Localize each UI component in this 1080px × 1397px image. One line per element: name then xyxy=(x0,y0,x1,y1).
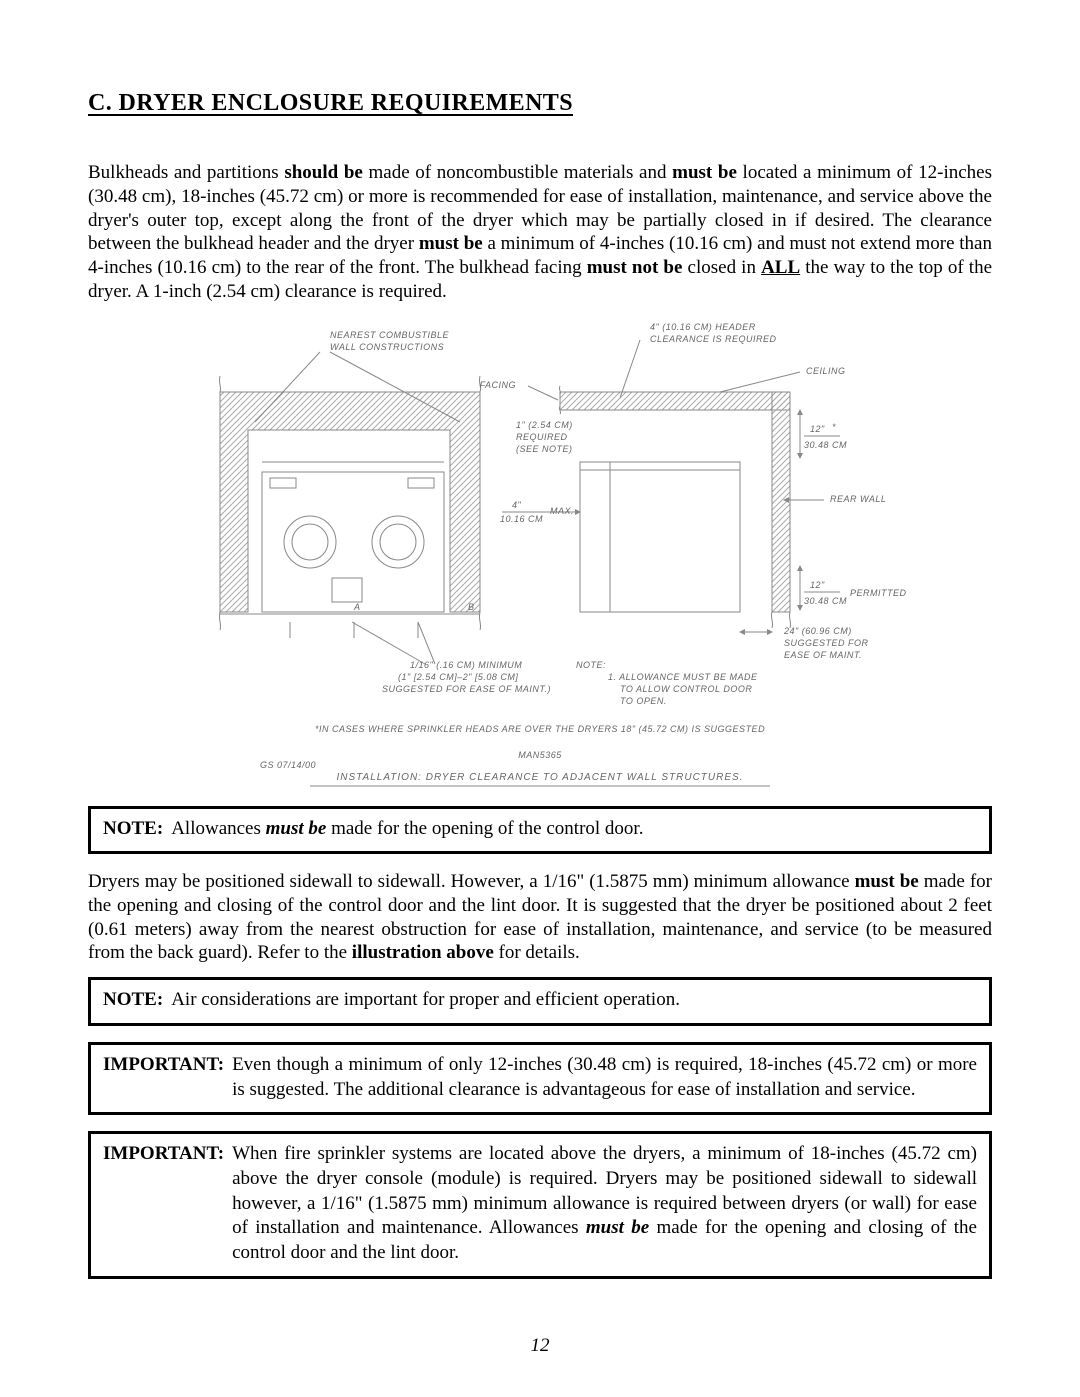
note1-b: must be xyxy=(266,818,327,839)
lbl-tw1b: 12" xyxy=(810,580,825,590)
p1-f: must be xyxy=(419,233,483,254)
lbl-req1: 1" (2.54 CM) xyxy=(516,420,573,430)
lbl-gs: GS 07/14/00 xyxy=(260,760,316,770)
lbl-tw2b: 30.48 CM xyxy=(804,596,847,606)
note1-label: NOTE: xyxy=(103,817,163,842)
important-box-2: IMPORTANT: When fire sprinkler systems a… xyxy=(88,1131,992,1278)
lbl-hdr1: 4" (10.16 CM) HEADER xyxy=(650,322,756,332)
lbl-ceiling: CEILING xyxy=(806,366,846,376)
lbl-tw1: 12" xyxy=(810,424,825,434)
note-box-2: NOTE: Air considerations are important f… xyxy=(88,977,992,1026)
p1-d: must be xyxy=(672,162,737,183)
lbl-man: MAN5365 xyxy=(518,750,562,760)
p1-i: closed in xyxy=(682,257,761,278)
p2-d: illustration above xyxy=(352,942,494,963)
lbl-req2: REQUIRED xyxy=(516,432,568,442)
note2-label: NOTE: xyxy=(103,988,163,1013)
p2-a: Dryers may be positioned sidewall to sid… xyxy=(88,871,855,892)
lbl-title: INSTALLATION: DRYER CLEARANCE TO ADJACEN… xyxy=(337,772,744,783)
lbl-242: SUGGESTED FOR xyxy=(784,638,869,648)
p2-e: for details. xyxy=(494,942,580,963)
lbl-note2: 1. ALLOWANCE MUST BE MADE xyxy=(608,672,758,682)
note1-a: Allowances xyxy=(171,818,265,839)
imp2-label: IMPORTANT: xyxy=(103,1142,224,1265)
lbl-min1: 1/16" (.16 CM) MINIMUM xyxy=(410,660,522,670)
diagram-container: NEAREST COMBUSTIBLE WALL CONSTRUCTIONS 4… xyxy=(88,312,992,792)
p1-a: Bulkheads and partitions xyxy=(88,162,284,183)
imp1-content: Even though a minimum of only 12-inches … xyxy=(232,1053,977,1102)
imp2-b: must be xyxy=(586,1217,649,1238)
lbl-rear: REAR WALL xyxy=(830,494,886,504)
lbl-ncwc2: WALL CONSTRUCTIONS xyxy=(330,342,444,352)
lbl-hdr2: CLEARANCE IS REQUIRED xyxy=(650,334,777,344)
lbl-max3: MAX. xyxy=(550,506,574,516)
note1-content: Allowances must be made for the opening … xyxy=(171,817,977,842)
lbl-facing: FACING xyxy=(480,380,516,390)
p1-h: must not be xyxy=(587,257,683,278)
lbl-req3: (SEE NOTE) xyxy=(516,444,573,454)
lbl-max1: 4" xyxy=(512,500,522,510)
lbl-241: 24" (60.96 CM) xyxy=(783,626,852,636)
lbl-min2: (1" [2.54 CM]–2" [5.08 CM] xyxy=(398,672,518,682)
lbl-note4: TO OPEN. xyxy=(620,696,667,706)
lbl-note1: NOTE: xyxy=(576,660,606,670)
lbl-tw2: 30.48 CM xyxy=(804,440,847,450)
page-number: 12 xyxy=(0,1335,1080,1357)
lbl-243: EASE OF MAINT. xyxy=(784,650,862,660)
lbl-perm: PERMITTED xyxy=(850,588,907,598)
imp2-content: When fire sprinkler systems are located … xyxy=(232,1142,977,1265)
note1-c: made for the opening of the control door… xyxy=(326,818,643,839)
lbl-ncwc1: NEAREST COMBUSTIBLE xyxy=(330,330,450,340)
lbl-star: * xyxy=(832,422,836,432)
p1-c: made of noncombustible materials and xyxy=(363,162,672,183)
section-heading: C. DRYER ENCLOSURE REQUIREMENTS xyxy=(88,90,992,117)
lbl-note3: TO ALLOW CONTROL DOOR xyxy=(620,684,752,694)
note-box-1: NOTE: Allowances must be made for the op… xyxy=(88,806,992,855)
important-box-1: IMPORTANT: Even though a minimum of only… xyxy=(88,1042,992,1115)
note2-content: Air considerations are important for pro… xyxy=(171,988,977,1013)
paragraph-2: Dryers may be positioned sidewall to sid… xyxy=(88,870,992,965)
lbl-B: B xyxy=(468,602,475,612)
lbl-sprk: *IN CASES WHERE SPRINKLER HEADS ARE OVER… xyxy=(315,724,765,734)
imp1-label: IMPORTANT: xyxy=(103,1053,224,1102)
p2-b: must be xyxy=(855,871,919,892)
p1-b: should be xyxy=(284,162,363,183)
lbl-min3: SUGGESTED FOR EASE OF MAINT.) xyxy=(382,684,551,694)
lbl-A: A xyxy=(353,602,361,612)
lbl-max2: 10.16 CM xyxy=(500,514,543,524)
intro-paragraph: Bulkheads and partitions should be made … xyxy=(88,161,992,304)
p1-j: ALL xyxy=(761,257,800,278)
installation-diagram: NEAREST COMBUSTIBLE WALL CONSTRUCTIONS 4… xyxy=(160,312,920,792)
